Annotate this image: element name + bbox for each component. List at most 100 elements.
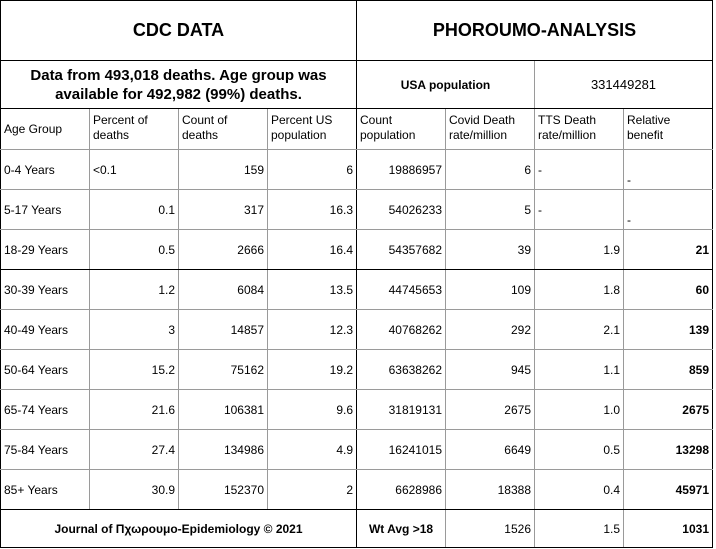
table-row: 5-17 Years 0.1 317 16.3 54026233 5 - - (0, 189, 713, 230)
cell-percent-population: 9.6 (267, 389, 357, 430)
cell-relative-benefit: 45971 (623, 469, 713, 510)
cell-count-deaths: 6084 (178, 269, 268, 310)
analysis-title: PHOROUMO-ANALYSIS (356, 0, 713, 61)
cell-relative-benefit: 60 (623, 269, 713, 310)
cell-relative-benefit: - (623, 189, 713, 230)
weighted-average-label: Wt Avg >18 (356, 509, 446, 548)
cell-count-population: 54026233 (356, 189, 446, 230)
header-count-deaths-line-1: Count of (182, 113, 228, 127)
cell-relative-benefit: 2675 (623, 389, 713, 430)
header-percent-deaths-line-1: Percent of (93, 113, 148, 127)
usa-population-label: USA population (356, 60, 535, 109)
cell-percent-deaths: 30.9 (89, 469, 179, 510)
cell-covid-rate: 6649 (445, 429, 535, 470)
cdc-data-title: CDC DATA (0, 0, 357, 61)
weighted-average-tts-rate: 1.5 (534, 509, 624, 548)
cell-count-population: 31819131 (356, 389, 446, 430)
cell-relative-benefit: 859 (623, 349, 713, 390)
weighted-average-benefit: 1031 (623, 509, 713, 548)
cell-count-population: 63638262 (356, 349, 446, 390)
cell-tts-rate: 1.0 (534, 389, 624, 430)
table-row: 75-84 Years 27.4 134986 4.9 16241015 664… (0, 429, 713, 470)
cell-tts-rate: 0.5 (534, 429, 624, 470)
header-tts-rate-line-1: TTS Death (538, 113, 597, 127)
cell-relative-benefit: 139 (623, 309, 713, 350)
table-row: 50-64 Years 15.2 75162 19.2 63638262 945… (0, 349, 713, 390)
usa-population-value: 331449281 (534, 60, 713, 109)
summary-text: Data from 493,018 deaths. Age group was … (0, 60, 357, 109)
header-row: Age Group Percent of deaths Count of dea… (0, 108, 713, 150)
header-count-population-line-2: population (360, 128, 416, 142)
header-relative-benefit-line-1: Relative (627, 113, 671, 127)
cell-percent-deaths: 21.6 (89, 389, 179, 430)
cell-percent-population: 19.2 (267, 349, 357, 390)
header-tts-rate: TTS Death rate/million (534, 108, 624, 150)
header-covid-rate-line-1: Covid Death (449, 113, 516, 127)
header-age-group: Age Group (0, 108, 90, 150)
cell-percent-deaths: <0.1 (89, 149, 179, 190)
cell-covid-rate: 39 (445, 229, 535, 270)
cell-tts-rate: 1.8 (534, 269, 624, 310)
cell-percent-population: 4.9 (267, 429, 357, 470)
cell-percent-population: 2 (267, 469, 357, 510)
cell-count-deaths: 134986 (178, 429, 268, 470)
cell-count-deaths: 106381 (178, 389, 268, 430)
cell-percent-deaths: 1.2 (89, 269, 179, 310)
table-row: 30-39 Years 1.2 6084 13.5 44745653 109 1… (0, 269, 713, 310)
cell-age: 85+ Years (0, 469, 90, 510)
header-percent-population: Percent US population (267, 108, 357, 150)
cell-count-population: 6628986 (356, 469, 446, 510)
cell-count-deaths: 14857 (178, 309, 268, 350)
cell-age: 65-74 Years (0, 389, 90, 430)
table-row: 65-74 Years 21.6 106381 9.6 31819131 267… (0, 389, 713, 430)
header-count-population-line-1: Count (360, 113, 393, 127)
cell-age: 40-49 Years (0, 309, 90, 350)
table-row: 18-29 Years 0.5 2666 16.4 54357682 39 1.… (0, 229, 713, 270)
cell-relative-benefit: - (623, 149, 713, 190)
header-percent-population-line-1: Percent US (271, 113, 333, 127)
cell-percent-population: 16.4 (267, 229, 357, 270)
header-percent-deaths: Percent of deaths (89, 108, 179, 150)
cell-percent-population: 12.3 (267, 309, 357, 350)
header-count-deaths: Count of deaths (178, 108, 268, 150)
cell-percent-population: 16.3 (267, 189, 357, 230)
cell-count-population: 40768262 (356, 309, 446, 350)
header-relative-benefit: Relative benefit (623, 108, 713, 150)
cell-covid-rate: 109 (445, 269, 535, 310)
cell-count-population: 54357682 (356, 229, 446, 270)
cell-count-deaths: 317 (178, 189, 268, 230)
header-percent-deaths-line-2: deaths (93, 128, 130, 142)
cell-tts-rate: 1.1 (534, 349, 624, 390)
table-row: 40-49 Years 3 14857 12.3 40768262 292 2.… (0, 309, 713, 350)
cell-tts-rate: - (534, 189, 624, 230)
cell-percent-population: 6 (267, 149, 357, 190)
cell-covid-rate: 2675 (445, 389, 535, 430)
cell-relative-benefit: 21 (623, 229, 713, 270)
footer-row: Journal of Πχωρουμο-Epidemiology © 2021 … (0, 509, 713, 548)
cell-age: 0-4 Years (0, 149, 90, 190)
cell-age: 50-64 Years (0, 349, 90, 390)
cell-relative-benefit: 13298 (623, 429, 713, 470)
cell-percent-deaths: 0.1 (89, 189, 179, 230)
header-covid-rate-line-2: rate/million (449, 128, 508, 142)
cell-percent-deaths: 15.2 (89, 349, 179, 390)
cell-percent-deaths: 3 (89, 309, 179, 350)
cell-count-deaths: 159 (178, 149, 268, 190)
header-percent-population-line-2: population (271, 128, 327, 142)
header-tts-rate-line-2: rate/million (538, 128, 597, 142)
header-count-deaths-line-2: deaths (182, 128, 219, 142)
cell-tts-rate: 2.1 (534, 309, 624, 350)
header-relative-benefit-line-2: benefit (627, 128, 664, 142)
cell-age: 30-39 Years (0, 269, 90, 310)
cell-tts-rate: 1.9 (534, 229, 624, 270)
journal-credit: Journal of Πχωρουμο-Epidemiology © 2021 (0, 509, 357, 548)
cell-covid-rate: 945 (445, 349, 535, 390)
table-row: 0-4 Years <0.1 159 6 19886957 6 - - (0, 149, 713, 190)
cell-count-deaths: 75162 (178, 349, 268, 390)
cell-percent-deaths: 0.5 (89, 229, 179, 270)
cell-age: 18-29 Years (0, 229, 90, 270)
table-row: 85+ Years 30.9 152370 2 6628986 18388 0.… (0, 469, 713, 510)
cell-covid-rate: 5 (445, 189, 535, 230)
